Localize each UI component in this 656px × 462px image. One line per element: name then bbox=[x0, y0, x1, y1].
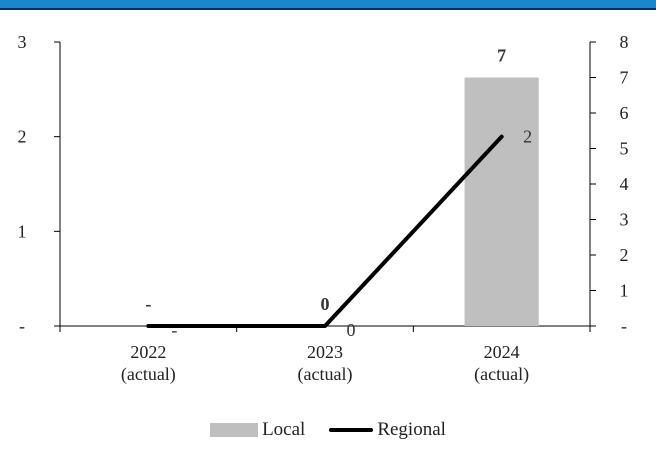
x-axis-category-label: 2024 bbox=[484, 342, 520, 362]
right-axis-tick-label: 7 bbox=[620, 68, 629, 88]
right-axis-tick-label: 2 bbox=[620, 245, 629, 265]
legend-item-regional: Regional bbox=[329, 419, 446, 441]
legend: Local Regional bbox=[0, 412, 656, 448]
right-axis-tick-label: 4 bbox=[620, 174, 629, 194]
legend-label-local: Local bbox=[262, 419, 306, 440]
top-accent-bar bbox=[0, 0, 656, 10]
right-axis-tick-label: 1 bbox=[620, 281, 629, 301]
x-axis-category-label: 2022 bbox=[130, 342, 166, 362]
legend-item-local: Local bbox=[210, 419, 305, 441]
bar-local-data-label: 7 bbox=[497, 46, 506, 66]
line-regional bbox=[146, 134, 504, 328]
right-axis-tick-label: 8 bbox=[620, 32, 629, 52]
x-axis-category-label: (actual) bbox=[121, 364, 176, 385]
left-axis-tick-label: 1 bbox=[18, 221, 27, 241]
line-regional-data-label: 2 bbox=[523, 127, 532, 147]
right-axis-tick-label: 3 bbox=[620, 210, 629, 230]
legend-swatch-regional bbox=[329, 428, 374, 432]
legend-label-regional: Regional bbox=[377, 419, 446, 440]
x-axis-category-label: (actual) bbox=[298, 364, 353, 385]
right-axis-tick-label: 5 bbox=[620, 139, 629, 159]
chart: -123-123456782022(actual)2023(actual)202… bbox=[18, 32, 629, 385]
x-axis-category-label: (actual) bbox=[474, 364, 529, 385]
left-axis-tick-label: - bbox=[19, 316, 25, 336]
right-axis-tick-label: 6 bbox=[620, 103, 629, 123]
line-regional-data-label: 0 bbox=[347, 320, 356, 340]
line-regional-data-label: - bbox=[171, 320, 177, 340]
left-axis-tick-label: 3 bbox=[18, 32, 27, 52]
bar-local bbox=[464, 77, 539, 326]
bar-local-data-label: 0 bbox=[321, 294, 330, 314]
x-axis-category-label: 2023 bbox=[307, 342, 343, 362]
bar-local-data-label: - bbox=[145, 294, 151, 314]
left-axis-tick-label: 2 bbox=[18, 127, 27, 147]
right-axis-tick-label: - bbox=[621, 316, 627, 336]
legend-swatch-local bbox=[210, 423, 259, 437]
